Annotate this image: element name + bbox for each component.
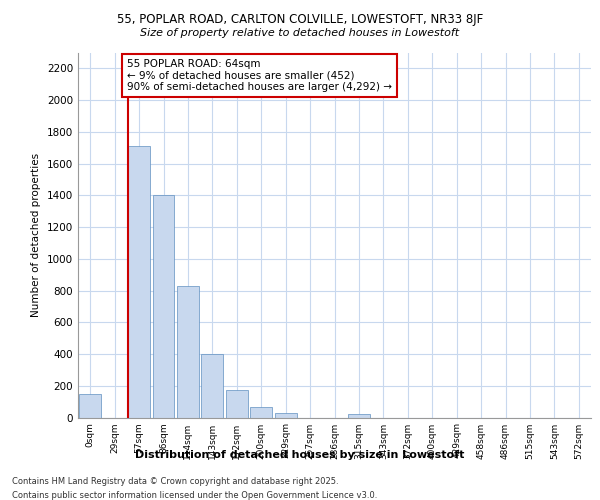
Bar bbox=[79, 394, 101, 417]
Text: Contains public sector information licensed under the Open Government Licence v3: Contains public sector information licen… bbox=[12, 491, 377, 500]
Bar bbox=[152, 196, 175, 418]
Bar bbox=[128, 146, 150, 417]
Text: Distribution of detached houses by size in Lowestoft: Distribution of detached houses by size … bbox=[136, 450, 464, 460]
Text: Contains HM Land Registry data © Crown copyright and database right 2025.: Contains HM Land Registry data © Crown c… bbox=[12, 478, 338, 486]
Text: 55, POPLAR ROAD, CARLTON COLVILLE, LOWESTOFT, NR33 8JF: 55, POPLAR ROAD, CARLTON COLVILLE, LOWES… bbox=[117, 12, 483, 26]
Bar bbox=[202, 354, 223, 418]
Bar bbox=[226, 390, 248, 417]
Bar bbox=[348, 414, 370, 418]
Bar bbox=[275, 412, 296, 418]
Bar bbox=[250, 407, 272, 418]
Y-axis label: Number of detached properties: Number of detached properties bbox=[31, 153, 41, 317]
Text: Size of property relative to detached houses in Lowestoft: Size of property relative to detached ho… bbox=[140, 28, 460, 38]
Bar bbox=[177, 286, 199, 418]
Text: 55 POPLAR ROAD: 64sqm
← 9% of detached houses are smaller (452)
90% of semi-deta: 55 POPLAR ROAD: 64sqm ← 9% of detached h… bbox=[127, 59, 392, 92]
